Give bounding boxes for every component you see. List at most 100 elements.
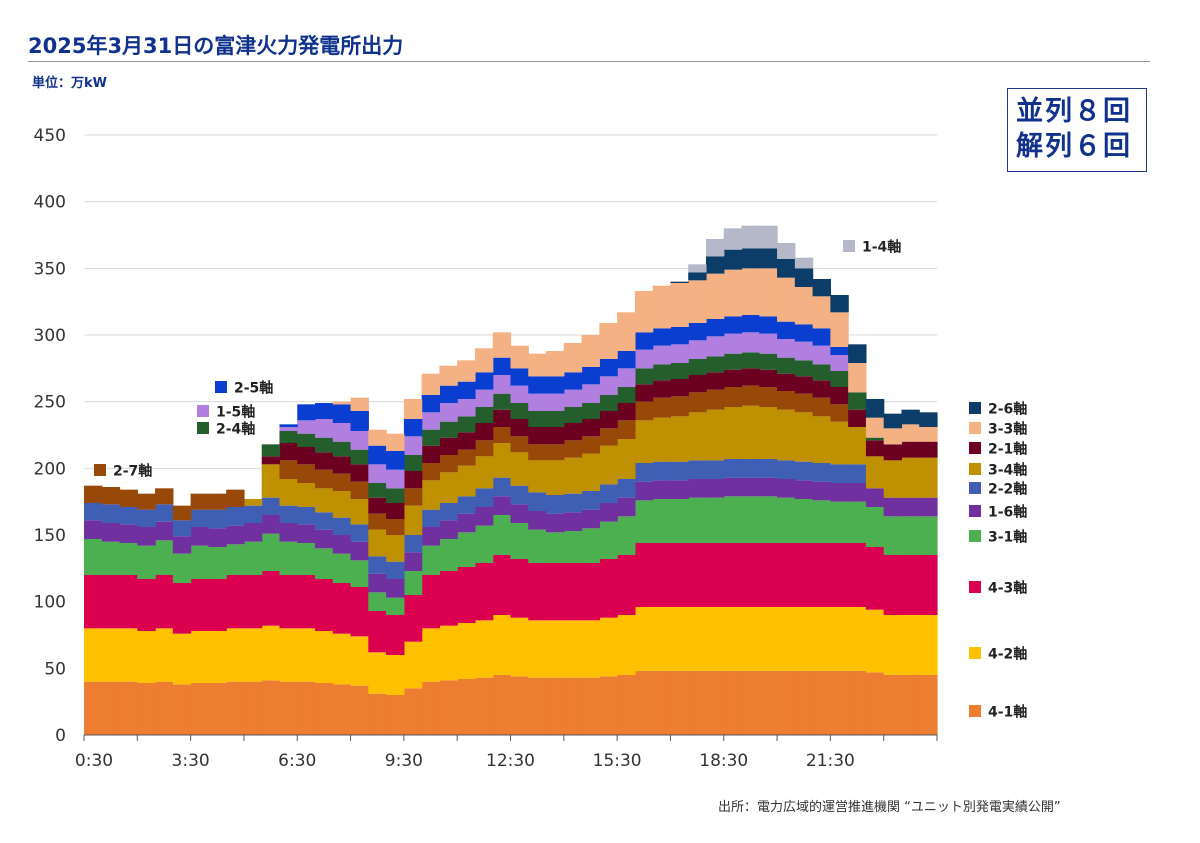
area-segment (439, 520, 458, 539)
y-tick-label: 200 (34, 459, 66, 479)
area-segment (350, 464, 369, 482)
area-segment (546, 495, 565, 514)
area-segment (332, 423, 352, 442)
area-segment (386, 561, 405, 579)
area-segment (403, 488, 423, 506)
area-segment (315, 683, 334, 735)
area-segment (723, 607, 743, 671)
area-segment (777, 277, 796, 322)
area-segment (457, 381, 476, 399)
area-segment (261, 456, 281, 465)
area-segment (226, 681, 245, 735)
area-segment (901, 424, 920, 442)
area-segment (457, 679, 476, 735)
area-segment (883, 555, 903, 615)
area-segment (474, 389, 494, 407)
area-segment (368, 429, 387, 446)
label-2-5軸: 2-5軸 (215, 380, 273, 397)
area-segment (794, 360, 814, 377)
area-segment (84, 503, 103, 521)
label-1-6軸: 1-6軸 (969, 504, 1027, 521)
area-segment (510, 559, 529, 618)
area-segment (261, 680, 281, 735)
area-segment (386, 655, 405, 695)
area-segment (688, 412, 707, 461)
area-segment (812, 463, 831, 482)
area-segment (670, 461, 689, 481)
area-segment (315, 437, 334, 453)
series-4-2軸 (84, 607, 938, 695)
area-segment (243, 499, 263, 506)
area-segment (777, 243, 796, 259)
area-segment (119, 543, 138, 575)
area-segment (350, 560, 369, 587)
area-segment (830, 464, 849, 483)
area-segment (794, 461, 814, 481)
area-segment (332, 535, 352, 554)
area-segment (172, 520, 192, 537)
area-segment (368, 513, 387, 530)
area-segment (794, 257, 814, 269)
area-segment (759, 607, 778, 671)
area-segment (315, 452, 334, 470)
area-segment (546, 393, 565, 411)
area-segment (670, 543, 689, 607)
area-segment (155, 628, 174, 682)
area-segment (386, 503, 405, 519)
area-segment (812, 481, 831, 501)
area-segment (723, 269, 743, 317)
area-segment (137, 683, 156, 735)
area-segment (777, 373, 796, 391)
area-segment (848, 392, 867, 410)
area-segment (883, 428, 903, 445)
area-segment (777, 391, 796, 410)
area-segment (723, 477, 743, 497)
area-segment (563, 457, 583, 494)
area-segment (119, 575, 138, 629)
area-segment (155, 521, 174, 541)
area-segment (510, 436, 529, 453)
area-segment (759, 387, 778, 407)
label-4-2軸: 4-2軸 (969, 646, 1027, 663)
area-segment (670, 344, 689, 363)
area-segment (723, 543, 743, 607)
area-segment (439, 625, 458, 681)
area-segment (297, 524, 316, 543)
area-segment (261, 625, 281, 681)
area-segment (279, 424, 298, 427)
area-segment (901, 675, 920, 735)
area-segment (919, 427, 938, 442)
area-segment (705, 543, 725, 607)
area-segment (315, 631, 334, 683)
area-segment (830, 347, 849, 355)
area-segment (510, 617, 529, 677)
area-segment (652, 364, 672, 381)
area-segment (794, 287, 814, 325)
area-segment (457, 465, 476, 497)
area-segment (670, 379, 689, 397)
area-segment (883, 675, 903, 735)
area-segment (279, 431, 298, 443)
area-segment (492, 443, 512, 478)
area-segment (84, 485, 103, 503)
area-segment (137, 545, 156, 579)
area-segment (848, 671, 867, 735)
area-segment (759, 407, 778, 459)
area-segment (741, 607, 760, 671)
area-segment (492, 357, 512, 375)
area-segment (670, 480, 689, 499)
area-segment (865, 507, 885, 547)
area-segment (723, 353, 743, 370)
area-segment (688, 264, 707, 273)
area-segment (759, 459, 778, 478)
area-segment (172, 633, 192, 685)
area-segment (865, 488, 885, 507)
area-segment (474, 423, 494, 441)
area-segment (812, 345, 831, 365)
area-segment (812, 416, 831, 463)
area-segment (84, 681, 103, 735)
area-segment (741, 405, 760, 459)
area-segment (759, 225, 778, 249)
area-segment (403, 535, 423, 553)
area-segment (528, 393, 547, 411)
